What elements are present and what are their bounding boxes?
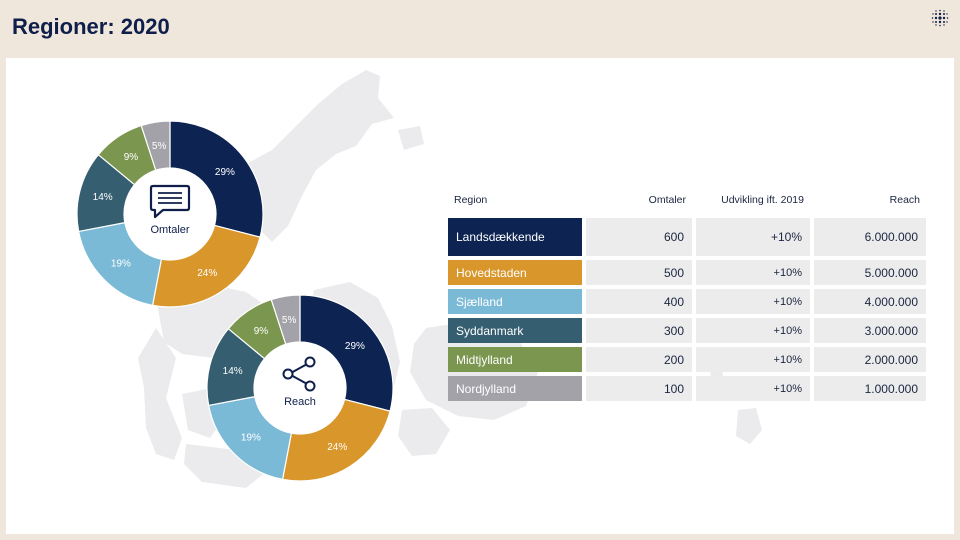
reach-cell: 1.000.000 [814, 376, 926, 401]
table-row: Midtjylland 200 +10% 2.000.000 [448, 347, 926, 372]
header-reach: Reach [889, 194, 920, 206]
region-cell: Sjælland [448, 289, 582, 314]
omtaler-cell: 400 [586, 289, 692, 314]
header-omtaler: Omtaler [648, 194, 686, 206]
region-table: Region Omtaler Udvikling ift. 2019 Reach… [444, 188, 930, 405]
region-cell: Hovedstaden [448, 260, 582, 285]
omtaler-cell: 500 [586, 260, 692, 285]
chat-icon [149, 184, 191, 219]
donut-hole [124, 168, 216, 260]
omtaler-donut-label: Omtaler [150, 224, 190, 236]
donut-slice-label: 29% [215, 167, 235, 178]
udvikling-cell: +10% [696, 218, 810, 256]
page-title: Regioner: 2020 [12, 14, 170, 39]
share-icon [282, 356, 316, 392]
omtaler-cell: 600 [586, 218, 692, 256]
content-panel: 29% 24% 19% 14% 9% 5% Omtaler 29% 24% 19% 14% 9% 5… [6, 58, 954, 534]
omtaler-cell: 200 [586, 347, 692, 372]
donut-slice-label: 14% [93, 192, 113, 203]
reach-cell: 4.000.000 [814, 289, 926, 314]
udvikling-cell: +10% [696, 318, 810, 343]
reach-cell: 3.000.000 [814, 318, 926, 343]
donut-slice-label: 19% [111, 259, 131, 270]
udvikling-cell: +10% [696, 260, 810, 285]
reach-donut-label: Reach [284, 396, 316, 408]
table-header-row: Region Omtaler Udvikling ift. 2019 Reach [448, 192, 926, 214]
region-cell: Landsdækkende [448, 218, 582, 256]
omtaler-cell: 300 [586, 318, 692, 343]
donut-slice-label: 9% [254, 326, 269, 337]
omtaler-cell: 100 [586, 376, 692, 401]
donut-slice-label: 14% [223, 366, 243, 377]
table-row: Syddanmark 300 +10% 3.000.000 [448, 318, 926, 343]
omtaler-donut-center: Omtaler [125, 184, 215, 236]
donut-hole [254, 342, 346, 434]
donut-slice-label: 5% [282, 315, 297, 326]
udvikling-cell: +10% [696, 289, 810, 314]
donut-slice-label: 24% [197, 268, 217, 279]
donut-slice-label: 24% [327, 442, 347, 453]
donut-slice-label: 9% [124, 152, 139, 163]
region-cell: Nordjylland [448, 376, 582, 401]
reach-cell: 2.000.000 [814, 347, 926, 372]
udvikling-cell: +10% [696, 376, 810, 401]
header-region: Region [454, 194, 488, 206]
region-cell: Midtjylland [448, 347, 582, 372]
table-row: Hovedstaden 500 +10% 5.000.000 [448, 260, 926, 285]
reach-donut-chart: 29% 24% 19% 14% 9% 5% [206, 294, 394, 482]
donut-slice-label: 5% [152, 141, 167, 152]
donut-slice-label: 19% [241, 433, 261, 444]
region-cell: Syddanmark [448, 318, 582, 343]
header-udvikling: Udvikling ift. 2019 [721, 194, 804, 206]
table-row: Landsdækkende 600 +10% 6.000.000 [448, 218, 926, 256]
reach-cell: 5.000.000 [814, 260, 926, 285]
omtaler-donut-chart: 29% 24% 19% 14% 9% 5% [76, 120, 264, 308]
reach-cell: 6.000.000 [814, 218, 926, 256]
udvikling-cell: +10% [696, 347, 810, 372]
logo-icon [931, 9, 949, 27]
donut-slice-label: 29% [345, 341, 365, 352]
table-row: Sjælland 400 +10% 4.000.000 [448, 289, 926, 314]
reach-donut-center: Reach [255, 356, 345, 408]
table-row: Nordjylland 100 +10% 1.000.000 [448, 376, 926, 401]
